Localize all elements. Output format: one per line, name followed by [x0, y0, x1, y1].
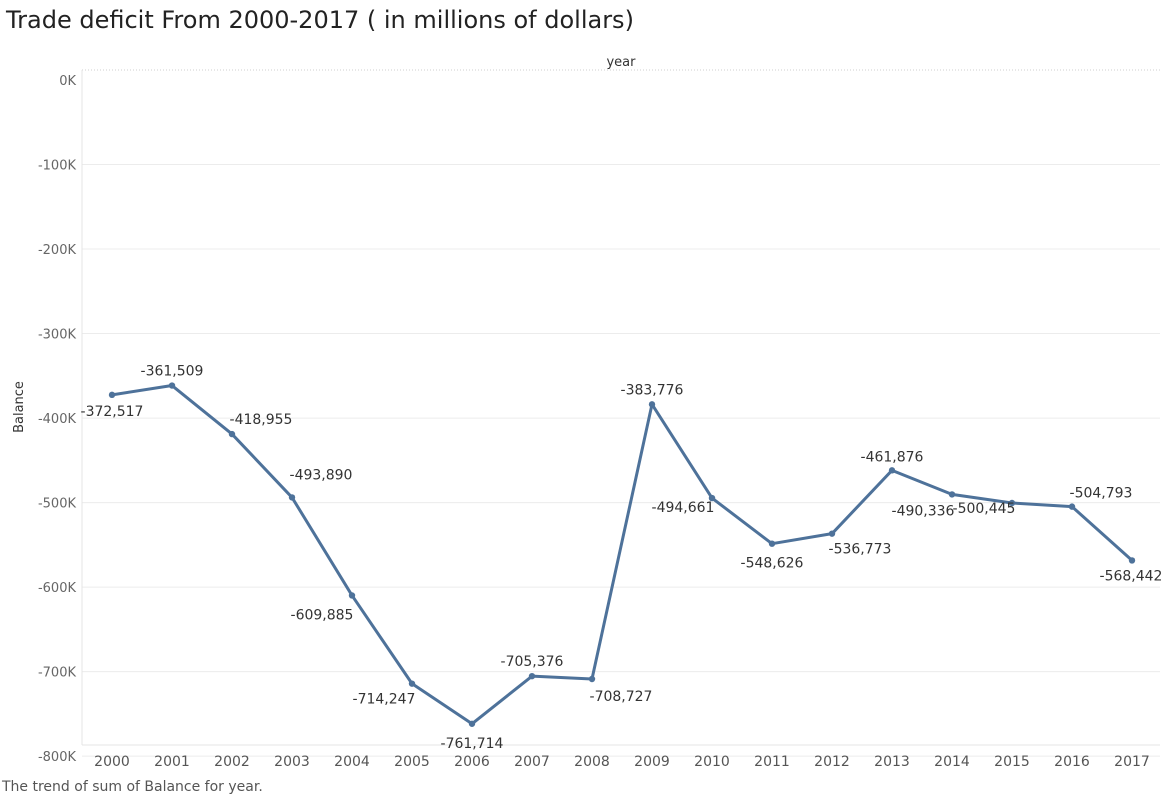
- data-point: [408, 680, 416, 687]
- data-labels: -372,517 -361,509 -418,955 -493,890 -609,885…: [81, 364, 1162, 752]
- x-tick-label: 2014: [934, 754, 970, 770]
- x-tick-label: 2003: [274, 754, 310, 770]
- chart-title: Trade deficit From 2000-2017 ( in millio…: [6, 6, 634, 34]
- y-axis-label: Balance: [12, 381, 27, 433]
- data-label: -708,727: [590, 689, 653, 705]
- grid-lines: [82, 164, 1160, 757]
- x-tick-label: 2002: [214, 754, 250, 770]
- data-point: [648, 401, 656, 408]
- data-point: [588, 675, 596, 683]
- data-point: [828, 530, 836, 537]
- x-axis-label: year: [606, 55, 636, 70]
- x-tick-label: 2005: [394, 754, 430, 770]
- y-tick-label: -700K: [38, 666, 77, 681]
- data-point: [1068, 503, 1076, 510]
- y-tick-label: -400K: [38, 412, 77, 427]
- data-point: [888, 467, 896, 474]
- data-label: -705,376: [501, 654, 564, 670]
- data-point: [108, 391, 116, 399]
- data-label: -418,955: [230, 412, 293, 428]
- x-tick-label: 2004: [334, 754, 370, 770]
- x-tick-label: 2016: [1054, 754, 1090, 770]
- x-tick-label: 2000: [94, 754, 130, 770]
- y-tick-label: -100K: [38, 159, 77, 174]
- data-point: [1008, 499, 1016, 507]
- x-tick-label: 2012: [814, 754, 850, 770]
- x-tick-label: 2006: [454, 754, 490, 770]
- series-line: [111, 384, 1134, 726]
- data-point: [468, 720, 476, 727]
- x-tick-label: 2017: [1114, 754, 1150, 770]
- data-label: -504,793: [1070, 486, 1133, 502]
- data-label: -490,336: [892, 503, 955, 519]
- data-point: [708, 494, 716, 502]
- data-label: -714,247: [353, 692, 416, 708]
- data-label: -361,509: [141, 364, 204, 380]
- data-label: -493,890: [290, 467, 353, 483]
- y-axis-ticks: 0K -100K -200K -300K -400K -500K -600K -700K -80…: [38, 74, 77, 765]
- x-tick-label: 2007: [514, 754, 550, 770]
- data-point: [768, 540, 776, 547]
- x-tick-label: 2009: [634, 754, 670, 770]
- x-tick-label: 2013: [874, 754, 910, 770]
- y-tick-label: 0K: [59, 74, 76, 89]
- data-point: [1128, 557, 1136, 564]
- data-label: -461,876: [861, 449, 924, 465]
- y-tick-label: -500K: [38, 497, 77, 512]
- series: [108, 382, 1136, 727]
- data-label: -609,885: [291, 607, 354, 623]
- data-point: [168, 382, 176, 389]
- x-tick-label: 2001: [154, 754, 190, 770]
- data-label: -548,626: [741, 556, 804, 572]
- data-label: -536,773: [829, 542, 892, 558]
- y-tick-label: -200K: [38, 243, 77, 258]
- data-label: -568,442: [1100, 568, 1162, 584]
- line-chart: year Balance 0K -100K -200K -300K -400K -500K…: [12, 55, 1162, 770]
- data-point: [288, 494, 296, 501]
- y-tick-label: -800K: [38, 750, 77, 765]
- x-axis-ticks: 2000 2001 2002 2003 2004 2005 2006 2007 2008 2009…: [94, 754, 1150, 770]
- data-point: [948, 491, 956, 498]
- x-tick-label: 2015: [994, 754, 1030, 770]
- data-point: [348, 592, 356, 599]
- y-tick-label: -300K: [38, 328, 77, 343]
- data-label: -494,661: [652, 500, 715, 516]
- data-point: [228, 430, 236, 438]
- data-label: -383,776: [621, 382, 684, 398]
- x-tick-label: 2011: [754, 754, 790, 770]
- x-tick-label: 2010: [694, 754, 730, 770]
- x-tick-label: 2008: [574, 754, 610, 770]
- data-point: [528, 672, 536, 680]
- y-tick-label: -600K: [38, 581, 77, 596]
- data-label: -500,445: [953, 501, 1016, 517]
- data-label: -372,517: [81, 404, 144, 420]
- data-label: -761,714: [441, 736, 504, 752]
- chart-caption: The trend of sum of Balance for year.: [2, 779, 263, 795]
